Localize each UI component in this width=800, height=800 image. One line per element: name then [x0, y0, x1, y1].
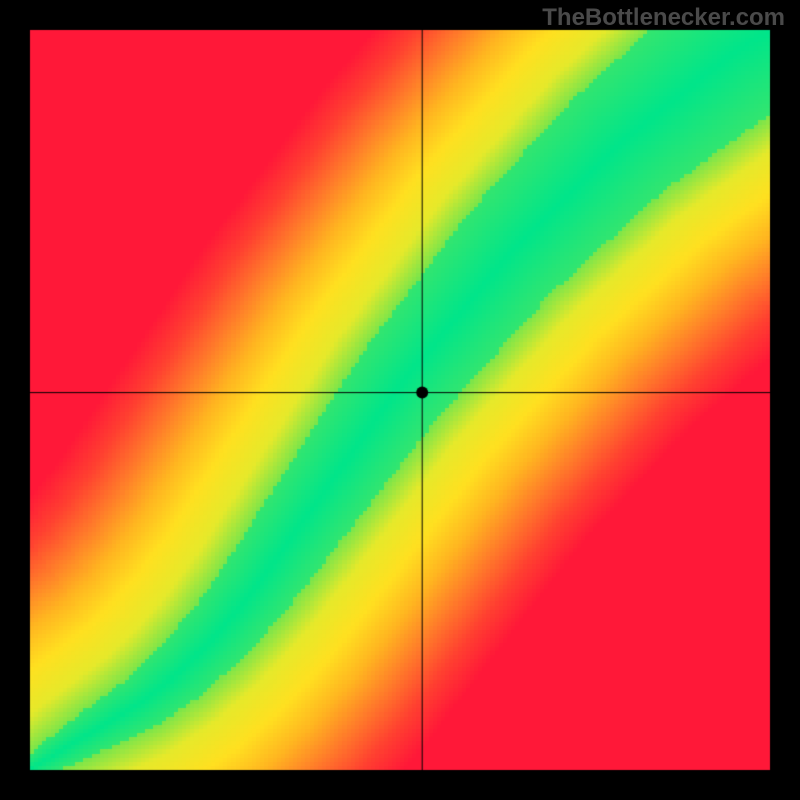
- chart-container: TheBottlenecker.com: [0, 0, 800, 800]
- watermark-text: TheBottlenecker.com: [542, 4, 785, 32]
- heatmap-canvas: [0, 0, 800, 800]
